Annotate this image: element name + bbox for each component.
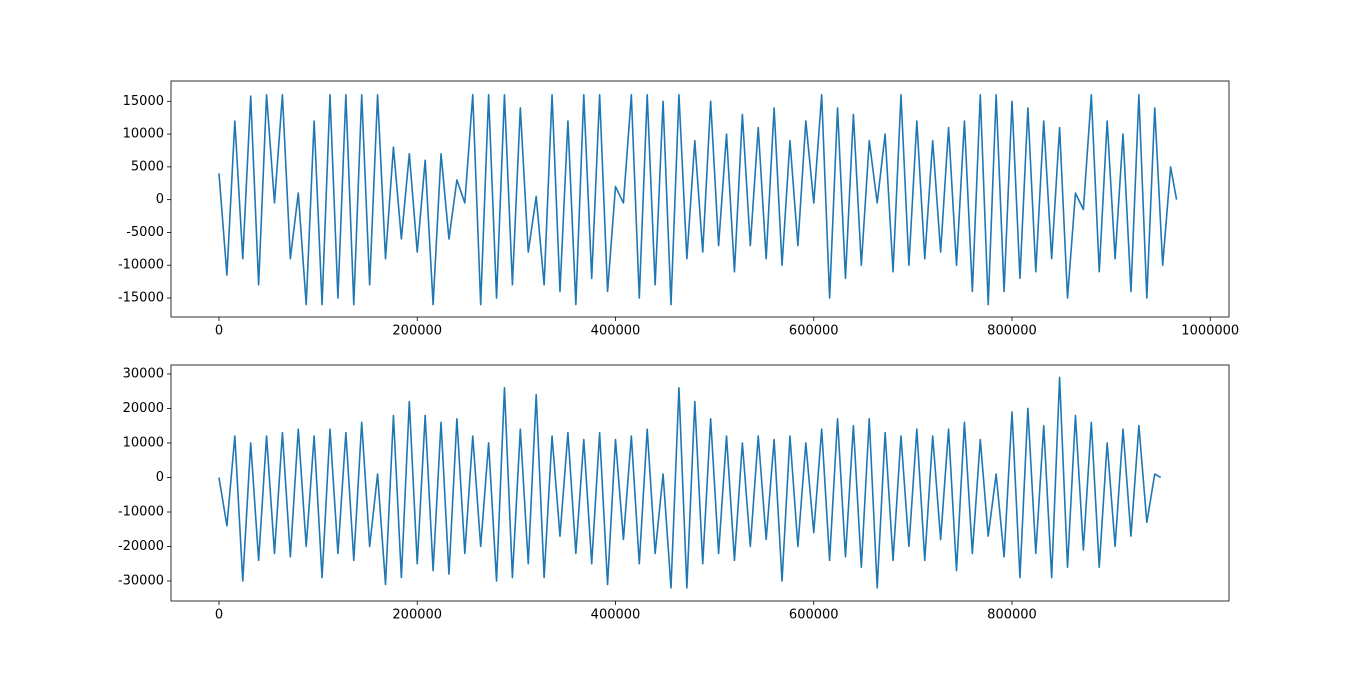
waveform-line — [218, 376, 1162, 589]
y-tick-label: 20000 — [123, 401, 164, 416]
x-tick-label: 400000 — [591, 608, 641, 623]
y-tick-label: 0 — [156, 192, 164, 207]
axes-frame — [170, 80, 1230, 318]
x-tick-label: 600000 — [789, 324, 839, 339]
y-tick-label: 0 — [156, 470, 164, 485]
y-tick-label: -10000 — [118, 258, 164, 273]
waveform-line — [218, 93, 1178, 306]
x-tick-label: 600000 — [789, 608, 839, 623]
x-tick-label: 400000 — [591, 324, 641, 339]
x-tick-label: 800000 — [987, 324, 1037, 339]
x-tick-label: 0 — [215, 324, 223, 339]
y-tick-label: 10000 — [123, 435, 164, 450]
x-tick-label: 200000 — [392, 608, 442, 623]
y-tick-label: -10000 — [118, 504, 164, 519]
x-tick-label: 800000 — [987, 608, 1037, 623]
x-tick-label: 200000 — [392, 324, 442, 339]
y-tick-label: 30000 — [123, 366, 164, 381]
axes-frame — [170, 364, 1230, 602]
y-tick-label: 5000 — [131, 159, 164, 174]
y-tick-label: -15000 — [118, 290, 164, 305]
y-tick-label: 10000 — [123, 127, 164, 142]
y-tick-label: -20000 — [118, 539, 164, 554]
y-tick-label: -5000 — [126, 225, 164, 240]
x-tick-label: 0 — [215, 608, 223, 623]
y-tick-label: 15000 — [123, 94, 164, 109]
y-tick-label: -30000 — [118, 573, 164, 588]
x-tick-label: 1000000 — [1181, 324, 1239, 339]
